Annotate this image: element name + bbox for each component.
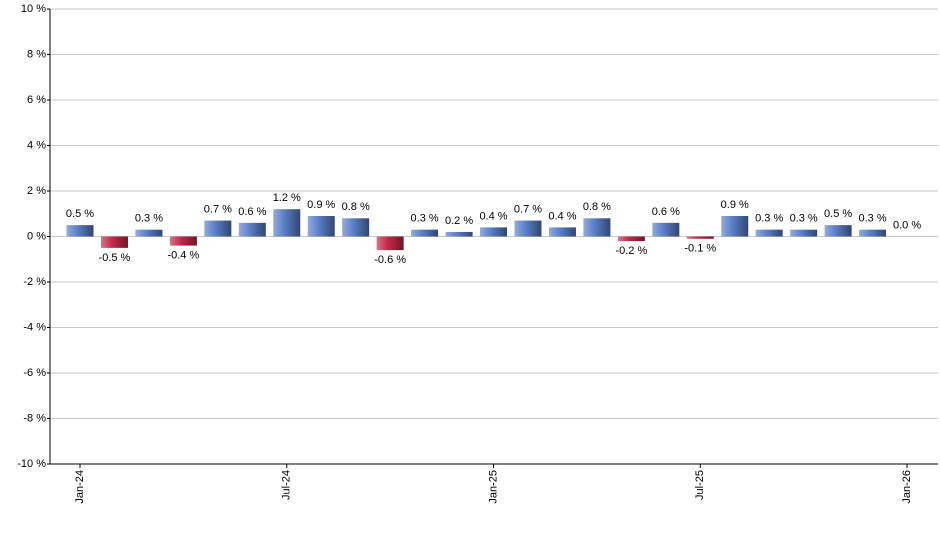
bar: [204, 220, 232, 237]
value-label: 0.0 %: [893, 219, 921, 231]
value-label: 0.3 %: [859, 213, 887, 225]
bar: [238, 222, 266, 237]
x-tick-label: Jul-24: [281, 470, 293, 500]
y-tick-label: 6 %: [27, 94, 46, 106]
bar: [135, 229, 163, 237]
bar: [273, 209, 301, 237]
bar: [411, 229, 439, 237]
bar: [169, 236, 197, 246]
bar: [66, 225, 94, 237]
x-tick-label: Jan-24: [74, 470, 86, 504]
value-label: 0.3 %: [790, 213, 818, 225]
value-label: 0.7 %: [204, 203, 232, 215]
bar: [617, 236, 645, 242]
bar: [824, 225, 852, 237]
y-tick-label: -6 %: [23, 367, 46, 379]
y-tick-label: 2 %: [27, 185, 46, 197]
bar: [686, 236, 714, 239]
value-label: 0.3 %: [135, 213, 163, 225]
bar: [342, 218, 370, 237]
value-label: 1.2 %: [273, 192, 301, 204]
y-tick-label: 10 %: [21, 3, 46, 15]
bar: [859, 229, 887, 237]
bar: [548, 227, 576, 237]
y-tick-label: -10 %: [17, 458, 46, 470]
value-label: -0.6 %: [374, 254, 406, 266]
y-tick-label: 0 %: [27, 230, 46, 242]
value-label: 0.3 %: [755, 213, 783, 225]
value-label: 0.5 %: [824, 208, 852, 220]
bar: [480, 227, 508, 237]
bar: [583, 218, 611, 237]
y-tick-label: -2 %: [23, 276, 46, 288]
value-label: 0.2 %: [445, 215, 473, 227]
x-tick-label: Jan-25: [487, 470, 499, 504]
value-label: 0.9 %: [307, 199, 335, 211]
bar: [445, 231, 473, 237]
bar: [376, 236, 404, 251]
x-tick-label: Jan-26: [901, 470, 913, 504]
value-label: 0.6 %: [652, 206, 680, 218]
bar: [100, 236, 128, 248]
y-tick-label: 8 %: [27, 48, 46, 60]
value-label: -0.1 %: [684, 243, 716, 255]
value-label: 0.9 %: [721, 199, 749, 211]
value-label: 0.7 %: [514, 203, 542, 215]
value-label: 0.4 %: [479, 210, 507, 222]
bar: [790, 229, 818, 237]
bar: [514, 220, 542, 237]
bar: [755, 229, 783, 237]
bar: [721, 216, 749, 237]
value-label: 0.5 %: [66, 208, 94, 220]
value-label: 0.4 %: [548, 210, 576, 222]
value-label: 0.3 %: [411, 213, 439, 225]
bar: [307, 216, 335, 237]
x-tick-label: Jul-25: [694, 470, 706, 500]
value-label: 0.8 %: [583, 201, 611, 213]
value-label: 0.8 %: [342, 201, 370, 213]
y-tick-label: -4 %: [23, 321, 46, 333]
y-tick-label: -8 %: [23, 412, 46, 424]
value-label: -0.5 %: [99, 252, 131, 264]
value-label: -0.4 %: [167, 250, 199, 262]
value-label: 0.6 %: [238, 206, 266, 218]
y-tick-label: 4 %: [27, 139, 46, 151]
value-label: -0.2 %: [615, 245, 647, 257]
bar: [652, 222, 680, 237]
